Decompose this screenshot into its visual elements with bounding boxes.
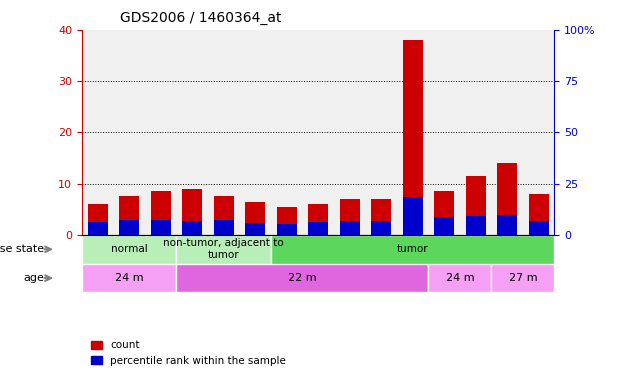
Bar [428,30,460,235]
Bar [245,202,265,235]
Bar [245,223,265,235]
FancyBboxPatch shape [271,235,554,264]
Bar [529,220,549,235]
Bar [277,224,297,235]
Bar [151,191,171,235]
Bar [277,207,297,235]
Bar [214,219,234,235]
Bar [182,189,202,235]
Bar [397,30,428,235]
Bar [434,217,454,235]
FancyBboxPatch shape [491,264,554,292]
Bar [497,215,517,235]
Bar [119,219,139,235]
Text: disease state: disease state [0,244,44,254]
Bar [434,191,454,235]
Bar [208,30,239,235]
Bar [334,30,365,235]
Bar [529,194,549,235]
Bar [119,196,139,235]
Bar [113,30,145,235]
FancyBboxPatch shape [82,235,176,264]
Bar [491,30,523,235]
Text: age: age [23,273,44,283]
Bar [271,30,302,235]
Text: 24 m: 24 m [445,273,474,283]
Bar [308,204,328,235]
Bar [340,220,360,235]
Bar [371,220,391,235]
Bar [145,30,176,235]
Bar [239,30,271,235]
Bar [88,222,108,235]
Legend: count, percentile rank within the sample: count, percentile rank within the sample [87,336,290,370]
Bar [403,40,423,235]
Bar [176,30,208,235]
FancyBboxPatch shape [176,264,428,292]
Text: 24 m: 24 m [115,273,144,283]
FancyBboxPatch shape [428,264,491,292]
Text: normal: normal [111,244,147,254]
Bar [302,30,334,235]
Bar [214,196,234,235]
Bar [182,220,202,235]
Text: tumor: tumor [397,244,428,254]
Bar [460,30,491,235]
Bar [365,30,397,235]
Bar [371,199,391,235]
Bar [466,216,486,235]
Bar [308,222,328,235]
Text: non-tumor, adjacent to
tumor: non-tumor, adjacent to tumor [163,238,284,260]
Bar [497,163,517,235]
Text: 27 m: 27 m [508,273,537,283]
Text: GDS2006 / 1460364_at: GDS2006 / 1460364_at [120,11,281,25]
Bar [82,30,113,235]
Bar [88,204,108,235]
Bar [466,176,486,235]
Bar [340,199,360,235]
Bar [403,197,423,235]
Bar [151,219,171,235]
Bar [523,30,554,235]
Text: 22 m: 22 m [288,273,317,283]
FancyBboxPatch shape [176,235,271,264]
FancyBboxPatch shape [82,264,176,292]
